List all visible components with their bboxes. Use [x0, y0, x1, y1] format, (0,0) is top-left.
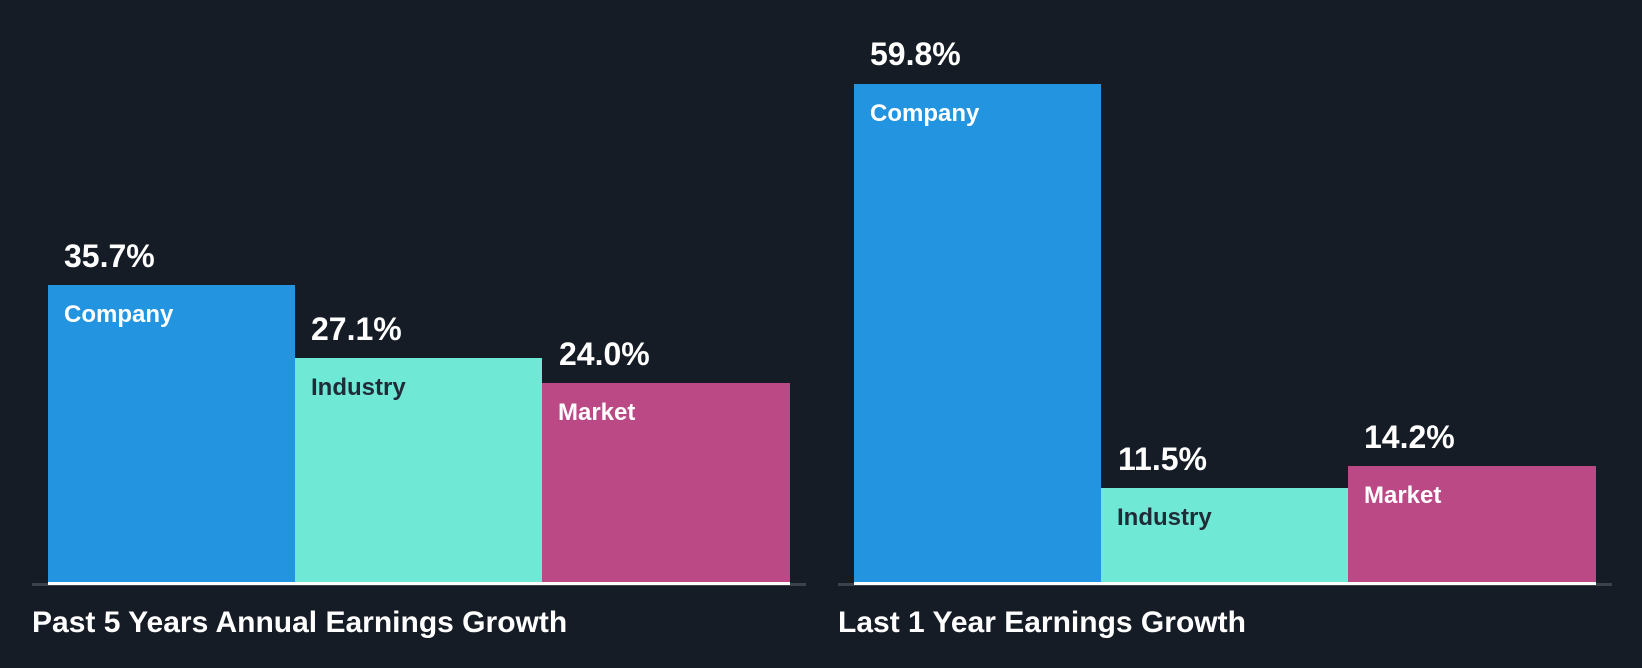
chart-past-5-years: 35.7% Company 27.1% Industry 24.0% Marke… [0, 0, 810, 668]
bar-label-market: Market [1364, 482, 1442, 509]
bar-label-industry: Industry [1117, 504, 1212, 531]
bar-label-industry: Industry [311, 374, 406, 401]
value-label-industry: 27.1% [311, 311, 402, 347]
chart-title: Past 5 Years Annual Earnings Growth [32, 606, 568, 639]
chart-title: Last 1 Year Earnings Growth [838, 606, 1246, 639]
value-label-market: 24.0% [559, 336, 650, 372]
bar-company: Company [854, 84, 1101, 583]
bar-market: Market [542, 383, 790, 583]
bar-market: Market [1348, 466, 1596, 583]
value-label-company: 59.8% [870, 36, 961, 72]
value-label-market: 14.2% [1364, 419, 1455, 455]
value-label-industry: 11.5% [1118, 441, 1207, 477]
bar-label-market: Market [558, 399, 636, 426]
bar-baseline [48, 582, 790, 585]
bar-baseline [854, 582, 1596, 585]
bar-industry: Industry [295, 358, 542, 583]
bar-industry: Industry [1101, 488, 1348, 583]
bar-label-company: Company [870, 100, 980, 127]
chart-last-1-year: 59.8% Company 11.5% Industry 14.2% Marke… [810, 0, 1642, 668]
value-label-company: 35.7% [64, 238, 155, 274]
bar-label-company: Company [64, 301, 174, 328]
bar-company: Company [48, 285, 295, 583]
